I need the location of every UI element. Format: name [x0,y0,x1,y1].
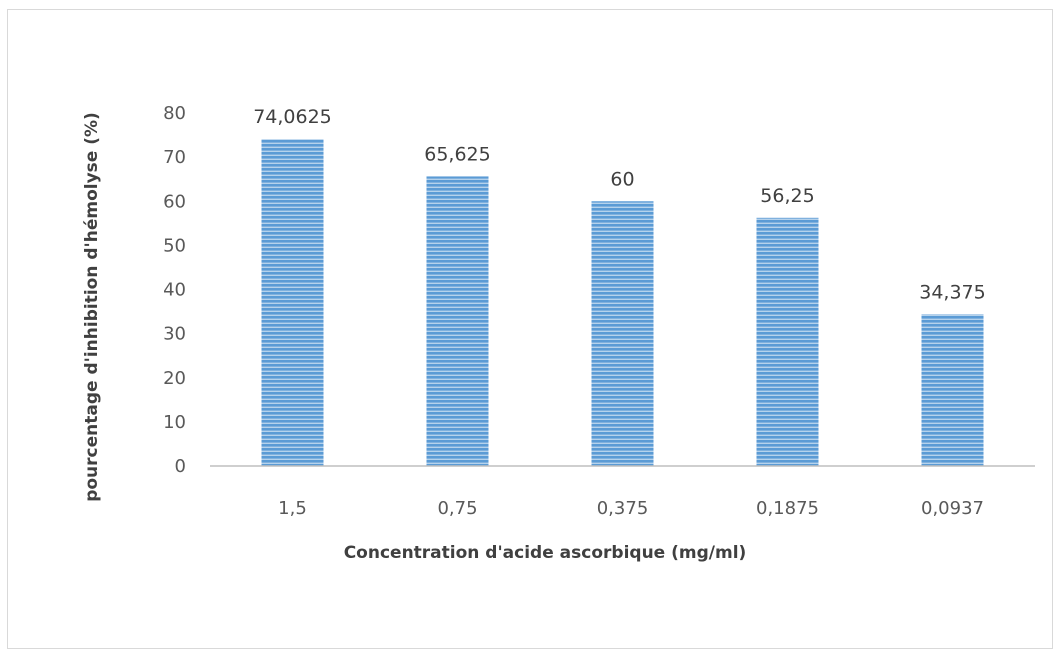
bar [591,201,654,466]
bar-value-label: 34,375 [919,281,985,303]
x-tick-label: 0,75 [437,498,477,519]
bar [921,314,984,466]
x-tick-label: 1,5 [278,498,307,519]
x-tick-label: 0,1875 [756,498,819,519]
bar [756,217,819,466]
bars [261,139,984,466]
x-axis-title: Concentration d'acide ascorbique (mg/ml) [344,543,747,563]
y-tick-label: 30 [163,324,186,345]
bar-value-label: 65,625 [424,143,490,165]
y-tick-label: 50 [163,235,186,256]
bar-value-label: 60 [610,168,634,190]
bar-chart: 0 10 20 30 40 50 60 70 80 74,0625 65,625 60 56,25 34… [82,103,1035,563]
bar [426,176,489,466]
y-tick-label: 0 [175,456,186,477]
x-tick-label: 0,0937 [921,498,984,519]
y-tick-label: 10 [163,412,186,433]
x-tick-label: 0,375 [597,498,649,519]
bar-value-label: 74,0625 [253,106,332,128]
bar [261,139,324,466]
data-labels: 74,0625 65,625 60 56,25 34,375 [253,106,986,303]
y-tick-label: 70 [163,147,186,168]
bar-value-label: 56,25 [760,185,814,207]
y-tick-label: 60 [163,191,186,212]
y-axis-title: pourcentage d'inhibition d'hémolyse (%) [82,112,102,502]
y-tick-label: 40 [163,280,186,301]
y-tick-label: 20 [163,368,186,389]
y-axis-ticks: 0 10 20 30 40 50 60 70 80 [163,103,186,477]
chart-frame [7,9,1053,649]
x-axis-ticks: 1,5 0,75 0,375 0,1875 0,0937 [278,498,984,519]
y-tick-label: 80 [163,103,186,124]
